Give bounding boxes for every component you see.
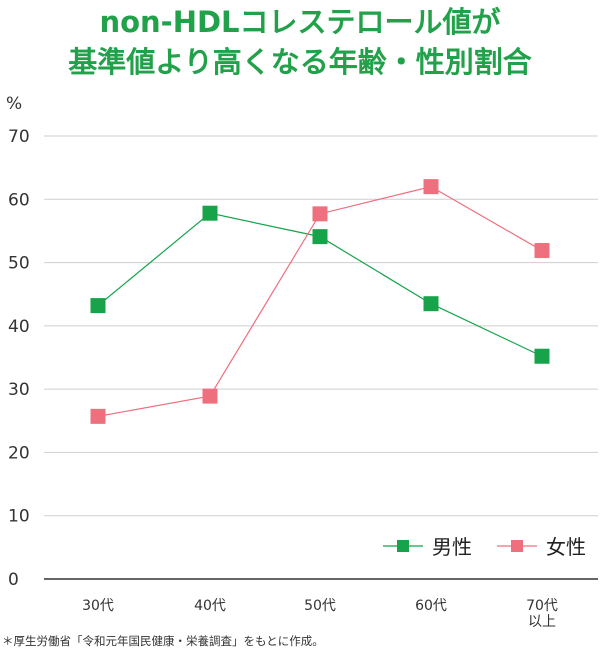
y-tick-label: 40	[8, 317, 30, 337]
legend-marker-male	[397, 540, 409, 552]
data-point-female	[423, 179, 439, 195]
x-tick-label: 30代	[82, 598, 114, 614]
y-tick-label: 60	[8, 190, 30, 210]
data-point-male	[202, 205, 218, 221]
y-tick-label: 10	[8, 507, 30, 527]
x-tick-label: 70代	[526, 598, 558, 614]
x-tick-label: 40代	[194, 598, 226, 614]
data-point-male	[534, 348, 550, 364]
y-axis-unit-label: %	[6, 94, 22, 114]
source-footnote: ＊厚生労働省「令和元年国民健康・栄養調査」をもとに作成。	[2, 634, 324, 648]
y-tick-label: 70	[8, 127, 30, 147]
chart-title: non-HDLコレステロール値が 基準値より高くなる年齢・性別割合	[0, 2, 600, 82]
y-tick-label: 20	[8, 443, 30, 463]
y-tick-label: 50	[8, 254, 30, 274]
x-tick-label: 以上	[528, 614, 556, 630]
legend-label-female: 女性	[546, 535, 586, 559]
data-point-male	[423, 296, 439, 312]
y-tick-label: 0	[8, 570, 19, 590]
x-tick-label: 60代	[415, 598, 447, 614]
data-point-female	[312, 206, 328, 222]
data-point-female	[534, 243, 550, 259]
title-line-2: 基準値より高くなる年齢・性別割合	[68, 45, 532, 79]
data-point-female	[90, 408, 106, 424]
legend-label-male: 男性	[432, 535, 472, 559]
title-line-1: non-HDLコレステロール値が	[99, 5, 501, 39]
data-point-male	[90, 298, 106, 314]
data-point-male	[312, 229, 328, 245]
y-tick-label: 30	[8, 380, 30, 400]
data-point-female	[202, 388, 218, 404]
x-tick-label: 50代	[304, 598, 336, 614]
legend-marker-female	[511, 540, 523, 552]
